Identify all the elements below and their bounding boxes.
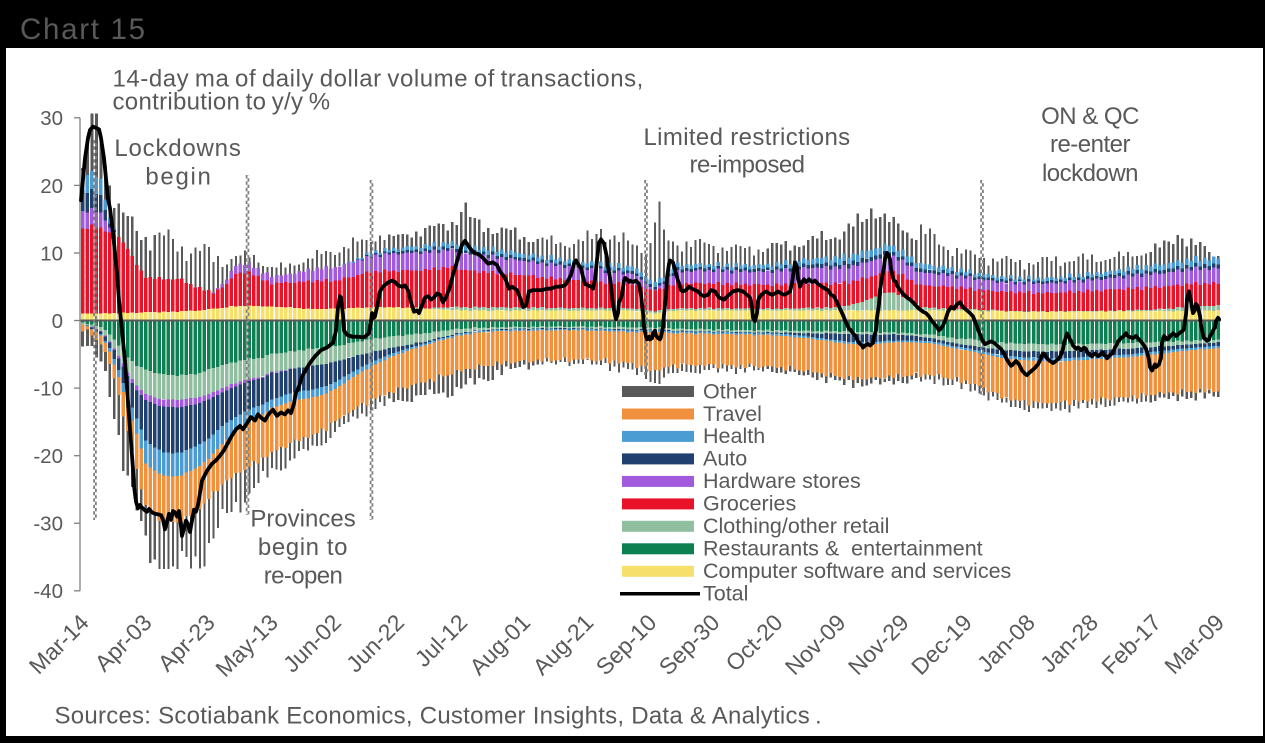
svg-text:-40: -40: [33, 580, 63, 603]
svg-text:Health: Health: [703, 424, 765, 448]
svg-text:0: 0: [52, 310, 63, 333]
svg-text:Auto: Auto: [703, 447, 747, 471]
svg-text:30: 30: [40, 107, 63, 130]
svg-text:begin: begin: [145, 164, 212, 191]
svg-text:14-day ma of daily dollar volu: 14-day ma of daily dollar volume of tran…: [113, 66, 644, 93]
svg-text:Chart 15: Chart 15: [20, 13, 147, 46]
svg-text:Travel: Travel: [703, 402, 762, 426]
svg-text:Sources: Scotiabank Economics,: Sources: Scotiabank Economics, Customer …: [55, 703, 822, 730]
svg-text:ON & QC: ON & QC: [1041, 103, 1139, 130]
svg-text:-30: -30: [33, 513, 63, 536]
svg-text:Limited restrictions: Limited restrictions: [643, 124, 850, 151]
svg-text:re-enter: re-enter: [1050, 131, 1131, 158]
svg-text:10: 10: [40, 242, 63, 265]
svg-text:-20: -20: [33, 445, 63, 468]
svg-text:Other: Other: [703, 379, 757, 403]
svg-text:Provinces: Provinces: [250, 506, 355, 533]
svg-text:-10: -10: [33, 378, 63, 401]
svg-text:begin to: begin to: [258, 534, 348, 561]
svg-text:Computer software and services: Computer software and services: [703, 559, 1011, 583]
svg-text:Total: Total: [703, 582, 748, 606]
svg-text:Hardware stores: Hardware stores: [703, 469, 861, 493]
svg-text:Lockdowns: Lockdowns: [114, 135, 241, 162]
svg-text:lockdown: lockdown: [1042, 160, 1138, 187]
svg-text:contribution to y/y %: contribution to y/y %: [113, 89, 331, 116]
svg-text:re-open: re-open: [264, 563, 343, 590]
svg-text:20: 20: [40, 175, 63, 198]
svg-text:Restaurants & entertainment: Restaurants & entertainment: [703, 537, 983, 561]
svg-text:Clothing/other retail: Clothing/other retail: [703, 514, 889, 538]
svg-text:re-imposed: re-imposed: [689, 152, 804, 179]
svg-text:Groceries: Groceries: [703, 492, 796, 516]
